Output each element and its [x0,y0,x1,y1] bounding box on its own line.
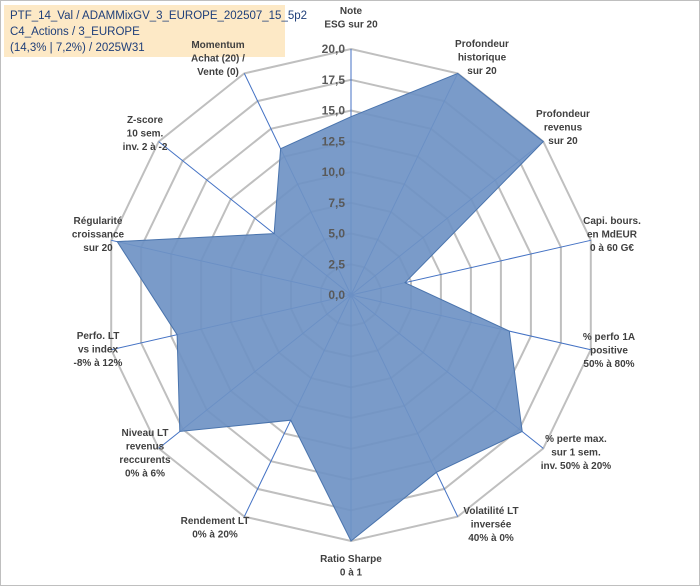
axis-label-1: Profondeur historique sur 20 [455,39,509,77]
axis-label-8: Rendement LT 0% à 20% [181,516,250,541]
axis-label-5: % perte max. sur 1 sem. inv. 50% à 20% [541,434,612,472]
axis-label-11: Régularité croissance sur 20 [72,216,125,254]
axis-label-13-line-0: Momentum [191,40,244,51]
axis-label-11-line-1: croissance [72,230,125,241]
tick-label-1: 2,5 [328,257,345,271]
axis-label-4-line-2: 50% à 80% [583,359,634,370]
axis-label-10: Perfo. LT vs index -8% à 12% [74,331,123,369]
axis-label-3-line-2: 0 à 60 G€ [590,243,634,254]
axis-label-5-line-2: inv. 50% à 20% [541,461,612,472]
axis-label-9-line-0: Niveau LT [121,428,168,439]
axis-label-0: Note ESG sur 20 [324,6,378,31]
axis-label-13-line-1: Achat (20) / [191,54,245,65]
tick-label-2: 5,0 [328,227,345,241]
axis-label-12-line-0: Z-score [127,115,164,126]
axis-label-11-line-0: Régularité [74,216,123,227]
axis-label-2-line-2: sur 20 [548,136,578,147]
axis-label-10-line-0: Perfo. LT [77,331,120,342]
tick-label-6: 15,0 [322,104,346,118]
axis-label-12-line-1: 10 sem. [127,129,164,140]
tick-label-3: 7,5 [328,196,345,210]
tick-label-8: 20,0 [322,42,346,56]
axis-label-9-line-1: revenus [126,442,165,453]
axis-label-2-line-1: revenus [544,123,583,134]
axis-label-3-line-0: Capi. bours. [583,216,641,227]
tick-label-4: 10,0 [322,165,346,179]
axis-label-4-line-1: positive [590,346,628,357]
axis-label-8-line-1: 0% à 20% [192,530,238,541]
axis-label-7-line-0: Ratio Sharpe [320,554,382,565]
axis-label-0-line-0: Note [340,6,363,17]
axis-label-6-line-2: 40% à 0% [468,533,514,544]
axis-label-2-line-0: Profondeur [536,109,590,120]
tick-label-7: 17,5 [322,73,346,87]
axis-label-12: Z-score 10 sem. inv. 2 à -2 [123,115,168,153]
axis-label-7-line-1: 0 à 1 [340,568,363,579]
axis-label-1-line-2: sur 20 [467,66,497,77]
axis-label-4: % perfo 1A positive 50% à 80% [583,332,635,370]
axis-label-1-line-1: historique [458,53,507,64]
axis-label-3: Capi. bours. en MdEUR 0 à 60 G€ [583,216,641,254]
axis-label-0-line-1: ESG sur 20 [324,20,378,31]
axis-label-13-line-2: Vente (0) [197,67,239,78]
axis-label-8-line-0: Rendement LT [181,516,250,527]
axis-label-5-line-0: % perte max. [545,434,607,445]
tick-label-0: 0,0 [328,288,345,302]
axis-label-13: Momentum Achat (20) / Vente (0) [191,40,245,78]
axis-label-1-line-0: Profondeur [455,39,509,50]
axis-label-6-line-1: inversée [471,520,512,531]
axis-label-9: Niveau LT revenus reccurents 0% à 6% [119,428,171,480]
axis-label-10-line-2: -8% à 12% [74,358,123,369]
axis-label-3-line-1: en MdEUR [587,230,638,241]
axis-label-5-line-1: sur 1 sem. [551,448,601,459]
axis-label-7: Ratio Sharpe 0 à 1 [320,554,382,579]
axis-label-9-line-3: 0% à 6% [125,469,165,480]
axis-label-12-line-2: inv. 2 à -2 [123,142,168,153]
axis-label-9-line-2: reccurents [119,455,171,466]
axis-label-6-line-0: Volatilité LT [463,506,518,517]
axis-label-4-line-0: % perfo 1A [583,332,635,343]
axis-label-6: Volatilité LT inversée 40% à 0% [463,506,518,544]
axis-label-10-line-1: vs index [78,345,118,356]
axis-label-11-line-2: sur 20 [83,243,113,254]
tick-label-5: 12,5 [322,134,346,148]
